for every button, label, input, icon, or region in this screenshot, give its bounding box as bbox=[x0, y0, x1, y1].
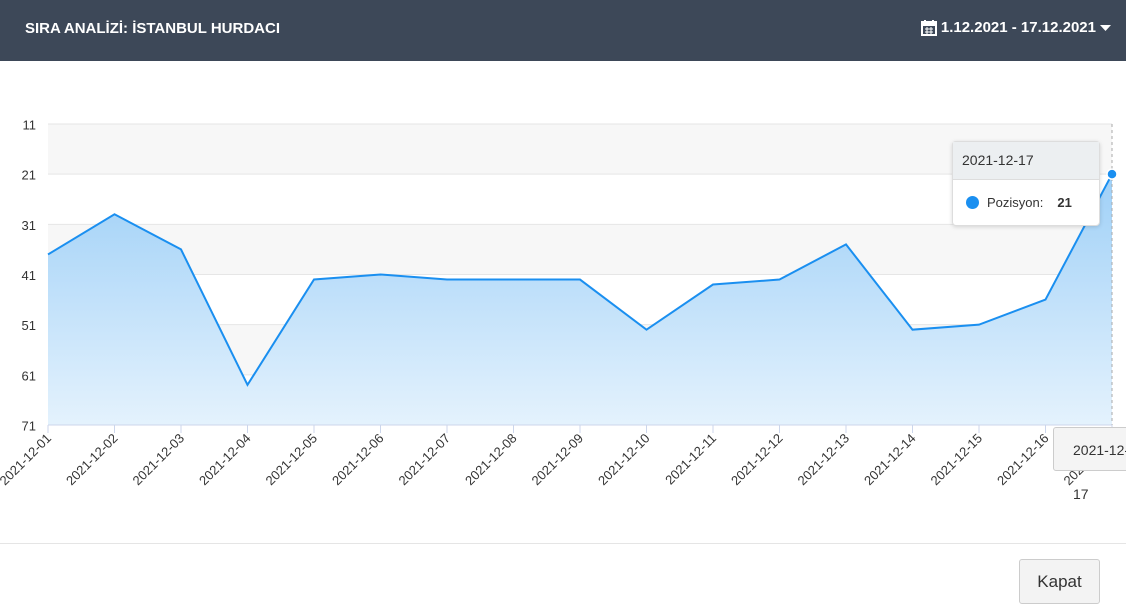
x-tick-label: 2021-12-09 bbox=[528, 431, 586, 489]
date-picker[interactable]: 1.12.2021 - 17.12.2021 bbox=[920, 19, 1112, 36]
x-tick-label: 2021-12-06 bbox=[329, 431, 387, 489]
y-tick-label: 31 bbox=[22, 218, 36, 233]
separator bbox=[0, 543, 1126, 544]
calendar-icon bbox=[920, 20, 937, 36]
x-tick-label: 2021-12-13 bbox=[794, 431, 852, 489]
x-tick-label: 2021-12-16 bbox=[994, 431, 1052, 489]
x-tick-label: 2021-12-05 bbox=[262, 431, 320, 489]
tooltip-label: Pozisyon: bbox=[987, 195, 1044, 210]
x-tick-label: 2021-12-12 bbox=[728, 431, 786, 489]
point bbox=[1106, 168, 1118, 180]
y-tick-label: 11 bbox=[23, 117, 37, 132]
tooltip-dot bbox=[966, 196, 979, 209]
y-tick-label: 71 bbox=[22, 418, 36, 433]
x-tick-label: 2021-12-02 bbox=[63, 431, 121, 489]
x-tick-label: 2021-12-04 bbox=[196, 431, 254, 489]
y-tick-label: 51 bbox=[22, 318, 36, 333]
x-tick-label: 2021-12-10 bbox=[595, 431, 653, 489]
crosshair-label: 2021-12-17 bbox=[1053, 427, 1126, 502]
line bbox=[47, 173, 1113, 387]
plot-band bbox=[48, 124, 1112, 175]
x-tick-label: 2021-12-07 bbox=[395, 431, 453, 489]
x-tick-label: 2021-12-14 bbox=[861, 431, 919, 489]
y-tick-label: 61 bbox=[22, 368, 36, 383]
y-tick-label: 41 bbox=[22, 268, 36, 283]
x-tick-label: 2021-12-15 bbox=[927, 431, 985, 489]
y-tick-label: 21 bbox=[22, 168, 36, 183]
title: SIRA ANALİZİ: İSTANBUL HURDACI bbox=[25, 20, 280, 37]
close-button[interactable]: Kapat bbox=[1019, 559, 1100, 604]
tooltip-value: 21 bbox=[1057, 195, 1072, 210]
caret bbox=[1100, 24, 1111, 31]
x-tick-label: 2021-12-01 bbox=[0, 431, 54, 489]
header: SIRA ANALİZİ: İSTANBUL HURDACI 1.12.2021… bbox=[0, 0, 1126, 61]
area bbox=[48, 174, 1112, 425]
tooltip: 2021-12-17 Pozisyon: 21 bbox=[952, 141, 1100, 226]
plot-band bbox=[48, 224, 1112, 275]
x-tick-label: 2021-12-03 bbox=[129, 431, 187, 489]
tooltip-title: 2021-12-17 bbox=[953, 142, 1099, 180]
x-tick-label: 2021-12-08 bbox=[462, 431, 520, 489]
x-tick-label: 2021-12-11 bbox=[662, 431, 719, 488]
date-range: 1.12.2021 - 17.12.2021 bbox=[940, 19, 1096, 36]
